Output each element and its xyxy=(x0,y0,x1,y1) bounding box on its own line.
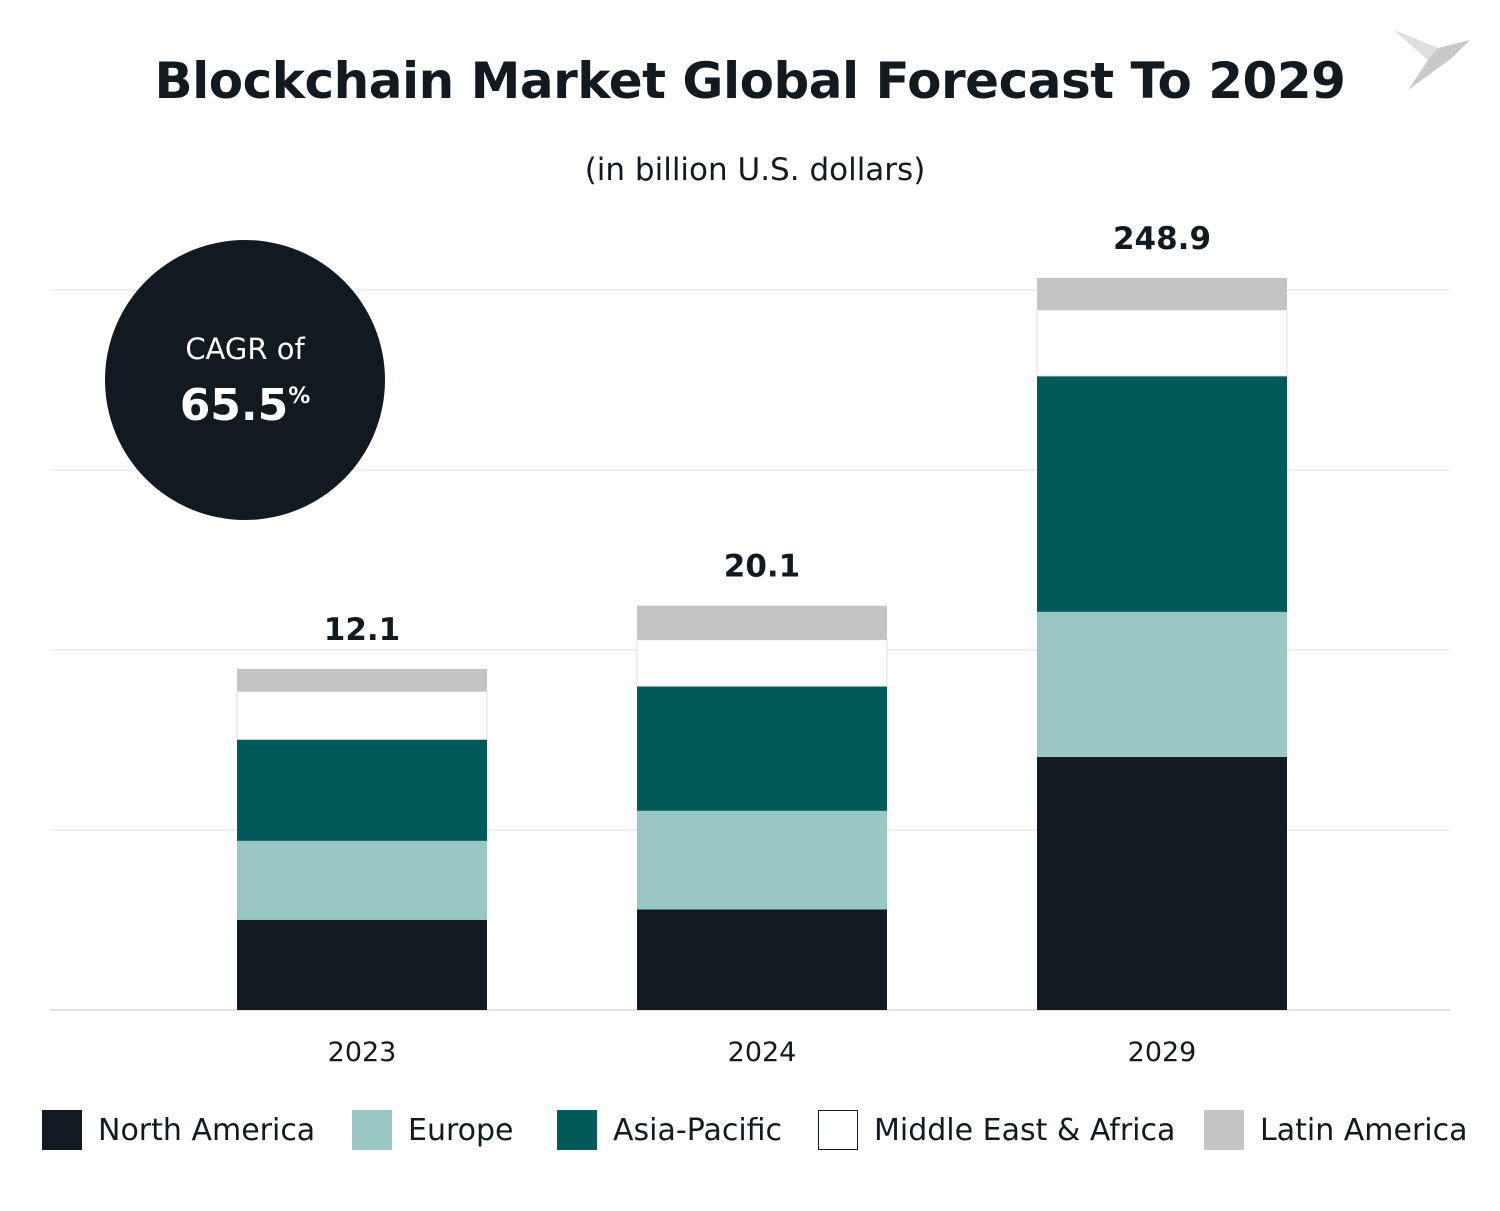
x-tick-label: 2024 xyxy=(728,1037,797,1068)
data-label-total: 248.9 xyxy=(1113,221,1211,257)
legend-label: Latin America xyxy=(1260,1112,1468,1148)
chart-subtitle: (in billion U.S. dollars) xyxy=(584,152,926,188)
legend-label: Europe xyxy=(408,1112,514,1148)
bar-segment-2029-europe xyxy=(1037,611,1287,757)
legend-swatch xyxy=(42,1110,82,1150)
cagr-label: CAGR of xyxy=(185,332,305,366)
bar-segment-2023-europe xyxy=(237,840,487,920)
legend-item-middle-east-africa: Middle East & Africa xyxy=(818,1110,1175,1150)
bar-segment-2023-middle-east-africa xyxy=(236,690,488,740)
data-label-total: 12.1 xyxy=(324,612,401,648)
x-tick-label: 2023 xyxy=(328,1037,397,1068)
bar-segment-2029-latin-america xyxy=(1037,277,1287,310)
bar-segment-2023-asia-pacific xyxy=(237,739,487,841)
legend-item-asia-pacific: Asia-Pacific xyxy=(557,1110,782,1150)
bar-segment-2024-europe xyxy=(637,810,887,910)
legend-swatch xyxy=(352,1110,392,1150)
cagr-badge: CAGR of 65.5% xyxy=(105,240,385,520)
chart-title: Blockchain Market Global Forecast To 202… xyxy=(154,52,1346,110)
bar-segment-2029-asia-pacific xyxy=(1037,375,1287,612)
bar-segment-2023-north-america xyxy=(237,919,487,1010)
legend-label: Asia-Pacific xyxy=(613,1112,783,1148)
legend-swatch xyxy=(818,1110,858,1150)
legend-label: North America xyxy=(98,1112,316,1148)
bar-segment-2024-north-america xyxy=(637,909,887,1010)
legend-label: Middle East & Africa xyxy=(874,1112,1176,1148)
legend-swatch xyxy=(1204,1110,1244,1150)
bar-segment-2024-latin-america xyxy=(637,605,887,640)
cagr-unit: % xyxy=(288,384,311,409)
legend-item-north-america: North America xyxy=(42,1110,315,1150)
bar-segment-2024-asia-pacific xyxy=(637,686,887,811)
bar-segment-2029-middle-east-africa xyxy=(1036,309,1288,377)
x-tick-label: 2029 xyxy=(1128,1037,1197,1068)
bird-logo-icon xyxy=(1394,30,1470,90)
legend-swatch xyxy=(557,1110,597,1150)
legend-item-europe: Europe xyxy=(352,1110,514,1150)
bar-segment-2024-middle-east-africa xyxy=(636,639,888,687)
legend-item-latin-america: Latin America xyxy=(1204,1110,1468,1150)
legend: North America Europe Asia-Pacific Middle… xyxy=(0,1110,1500,1150)
bar-segment-2029-north-america xyxy=(1037,756,1287,1010)
data-label-total: 20.1 xyxy=(724,549,801,585)
cagr-number: 65.5 xyxy=(179,380,289,431)
cagr-value: 65.5% xyxy=(105,380,385,431)
bar-segment-2023-latin-america xyxy=(237,668,487,692)
